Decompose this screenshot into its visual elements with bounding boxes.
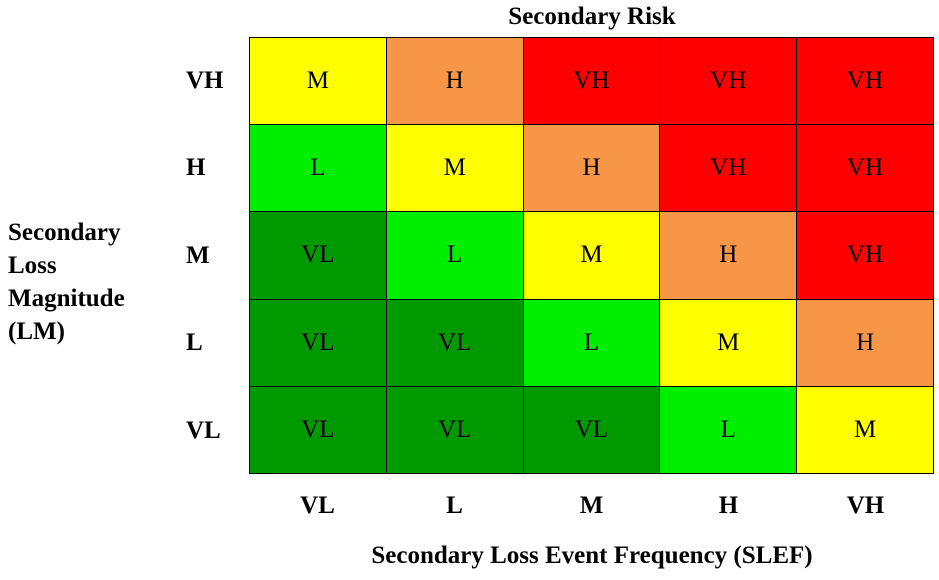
matrix-cell: VH bbox=[660, 125, 798, 213]
matrix-cell: M bbox=[660, 299, 798, 387]
y-axis-label-line: Loss bbox=[8, 252, 57, 279]
column-labels: VL L M H VH bbox=[249, 474, 934, 534]
y-axis-label: Secondary Loss Magnitude (LM) bbox=[8, 216, 168, 348]
matrix-cell: VH bbox=[797, 212, 934, 300]
column-label: H bbox=[718, 492, 739, 519]
matrix-title: Secondary Risk bbox=[508, 3, 676, 30]
matrix-cell: VL bbox=[250, 212, 387, 300]
y-axis-label-line: Secondary bbox=[8, 219, 121, 246]
matrix-cell: VH bbox=[797, 38, 934, 126]
matrix-cell: M bbox=[523, 212, 661, 300]
x-axis-label: Secondary Loss Event Frequency (SLEF) bbox=[371, 542, 813, 569]
y-axis-label-line: (LM) bbox=[8, 318, 65, 345]
risk-matrix-grid: M H VH VH VH L M H VH VH VL L M H VH VL … bbox=[249, 37, 934, 474]
matrix-cell: M bbox=[386, 125, 524, 213]
matrix-cell: L bbox=[386, 212, 524, 300]
matrix-cell: L bbox=[523, 299, 661, 387]
matrix-cell: VL bbox=[386, 386, 524, 474]
matrix-cell: M bbox=[250, 38, 387, 126]
matrix-cell: VL bbox=[250, 386, 387, 474]
column-label: L bbox=[446, 492, 463, 519]
row-label: VL bbox=[186, 416, 221, 444]
matrix-cell: H bbox=[797, 299, 934, 387]
matrix-cell: VL bbox=[250, 299, 387, 387]
matrix-cell: VL bbox=[523, 386, 661, 474]
matrix-cell: M bbox=[797, 386, 934, 474]
matrix-cell: VH bbox=[797, 125, 934, 213]
column-label: M bbox=[579, 492, 604, 519]
matrix-cell: VL bbox=[386, 299, 524, 387]
matrix-cell: VH bbox=[660, 38, 798, 126]
row-label: M bbox=[186, 241, 210, 269]
column-label: VL bbox=[300, 492, 335, 519]
matrix-cell: L bbox=[250, 125, 387, 213]
y-axis-label-line: Magnitude bbox=[8, 285, 125, 312]
row-label: VH bbox=[186, 67, 224, 94]
row-label: H bbox=[186, 154, 206, 182]
row-labels: VH H M L VL bbox=[178, 37, 238, 474]
row-label: L bbox=[186, 329, 203, 357]
matrix-cell: L bbox=[660, 386, 798, 474]
matrix-cell: H bbox=[386, 38, 524, 126]
matrix-cell: H bbox=[660, 212, 798, 300]
matrix-cell: H bbox=[523, 125, 661, 213]
matrix-cell: VH bbox=[523, 38, 661, 126]
column-label: VH bbox=[846, 492, 885, 519]
